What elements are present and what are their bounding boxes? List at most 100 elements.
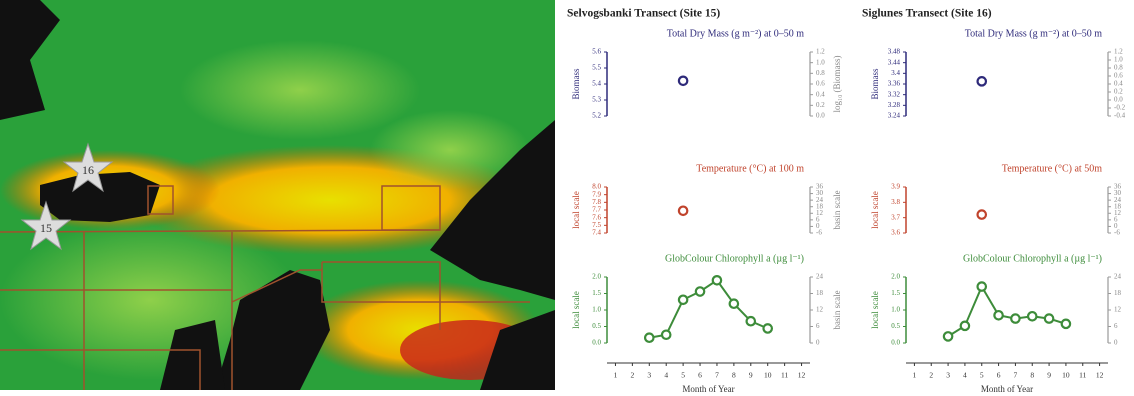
map: 16 15 — [0, 0, 555, 390]
y2-tick-label: 1.0 — [1114, 56, 1123, 64]
y2-tick-label: 6 — [1114, 322, 1118, 330]
y2-tick-label: 30 — [816, 189, 824, 197]
y2-tick-label: -0.4 — [1114, 112, 1126, 120]
data-point — [694, 286, 706, 297]
data-point — [745, 315, 757, 327]
data-point — [1010, 313, 1021, 324]
y2-tick-label: 0.2 — [1114, 88, 1123, 96]
x-tick-label: 2 — [929, 371, 933, 380]
data-point — [1060, 318, 1072, 330]
y2-tick-label: 12 — [816, 209, 824, 217]
y2-tick-label: 0 — [816, 222, 820, 230]
y-tick-label: 3.36 — [888, 80, 901, 88]
data-point — [976, 76, 988, 87]
y2-tick-label: 24 — [1114, 273, 1122, 281]
y-tick-label: 2.0 — [592, 273, 601, 281]
y2-tick-label: 0.0 — [816, 112, 825, 120]
y-axis-label: Biomass — [870, 68, 880, 100]
y-tick-label: 0.0 — [891, 339, 900, 347]
data-point — [976, 281, 988, 292]
y2-tick-label: 18 — [1114, 202, 1122, 210]
data-point — [711, 274, 723, 286]
y-tick-label: 5.4 — [592, 80, 601, 88]
x-axis-label: Month of Year — [682, 384, 734, 394]
data-line — [649, 278, 769, 339]
data-point — [976, 209, 988, 220]
x-tick-label: 7 — [1014, 371, 1018, 380]
y2-axis-label: basin scale — [832, 290, 842, 329]
y-tick-label: 3.48 — [888, 48, 901, 56]
y2-tick-label: 18 — [1114, 289, 1122, 297]
y2-axis-label: log₁₀ (Biomass) — [832, 55, 842, 112]
y2-tick-label: 36 — [1114, 183, 1122, 191]
panel-title: Siglunes Transect (Site 16) — [862, 8, 992, 20]
y2-tick-label: 6 — [816, 322, 820, 330]
y2-tick-label: 24 — [816, 273, 824, 281]
x-tick-label: 1 — [913, 371, 917, 380]
y2-tick-label: 1.0 — [816, 58, 825, 66]
y-tick-label: 3.28 — [888, 101, 901, 109]
chart-title: Total Dry Mass (g m⁻²) at 0–50 m — [965, 28, 1103, 39]
x-tick-label: 11 — [1079, 371, 1086, 380]
y-tick-label: 8.0 — [592, 183, 601, 191]
y-tick-label: 7.8 — [592, 198, 601, 206]
data-point — [942, 331, 954, 342]
data-point — [1026, 310, 1038, 322]
y2-tick-label: 36 — [816, 183, 824, 191]
y-axis-label: local scale — [571, 291, 581, 329]
y-tick-label: 0.5 — [592, 322, 601, 330]
data-point — [959, 320, 971, 332]
y-tick-label: 7.7 — [592, 206, 601, 214]
y-tick-label: 7.9 — [592, 190, 601, 198]
y-tick-label: 7.5 — [592, 221, 601, 229]
x-tick-label: 10 — [764, 371, 772, 380]
x-tick-label: 9 — [1047, 371, 1051, 380]
x-tick-label: 4 — [664, 371, 668, 380]
x-tick-label: 3 — [647, 371, 651, 380]
y2-tick-label: 0 — [1114, 339, 1118, 347]
x-tick-label: 7 — [715, 371, 719, 380]
data-point — [1043, 313, 1055, 324]
y-tick-label: 3.44 — [888, 58, 901, 66]
x-tick-label: 2 — [631, 371, 635, 380]
y-tick-label: 1.5 — [891, 289, 900, 297]
y-tick-label: 3.4 — [891, 69, 900, 77]
y-tick-label: 0.5 — [891, 322, 900, 330]
x-tick-label: 4 — [963, 371, 967, 380]
y2-tick-label: -6 — [1114, 229, 1120, 237]
site-marker: 15 — [40, 221, 52, 235]
y-tick-label: 1.0 — [592, 306, 601, 314]
data-point — [643, 332, 655, 344]
y2-tick-label: -0.2 — [1114, 104, 1126, 112]
y-tick-label: 1.5 — [592, 289, 601, 297]
chart-title: Temperature (°C) at 50m — [1002, 163, 1102, 174]
x-tick-label: 5 — [980, 371, 984, 380]
x-tick-label: 8 — [1030, 371, 1034, 380]
data-point — [762, 323, 774, 334]
y2-tick-label: 0.6 — [816, 80, 825, 88]
y2-axis-label: basin scale — [832, 190, 842, 229]
x-tick-label: 6 — [997, 371, 1001, 380]
y2-tick-label: 0.2 — [816, 101, 825, 109]
x-tick-label: 3 — [946, 371, 950, 380]
y2-tick-label: 1.2 — [1114, 48, 1123, 56]
y-tick-label: 7.6 — [592, 213, 601, 221]
chart-title: Temperature (°C) at 100 m — [696, 163, 804, 174]
y2-tick-label: 24 — [1114, 196, 1122, 204]
x-tick-label: 11 — [781, 371, 788, 380]
y2-tick-label: 0 — [816, 339, 820, 347]
site-marker: 16 — [82, 163, 94, 177]
x-tick-label: 12 — [798, 371, 806, 380]
y-axis-label: local scale — [870, 191, 880, 229]
y2-tick-label: -6 — [816, 229, 822, 237]
y-tick-label: 1.0 — [891, 306, 900, 314]
y-tick-label: 5.3 — [592, 96, 601, 104]
y-tick-label: 7.4 — [592, 229, 601, 237]
y2-tick-label: 12 — [1114, 306, 1122, 314]
y2-tick-label: 0.4 — [1114, 80, 1123, 88]
y2-tick-label: 18 — [816, 289, 824, 297]
chart-title: Total Dry Mass (g m⁻²) at 0–50 m — [667, 28, 805, 39]
data-point — [993, 309, 1004, 321]
